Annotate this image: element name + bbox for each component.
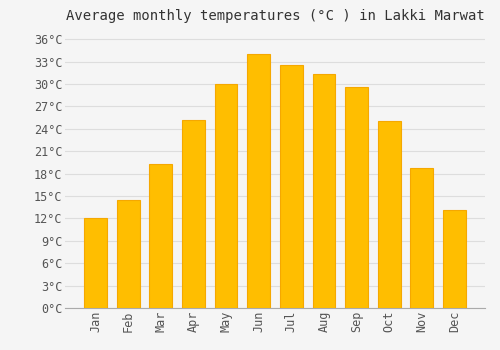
Bar xyxy=(182,120,205,308)
Bar xyxy=(410,168,434,308)
Bar xyxy=(116,200,140,308)
Bar xyxy=(84,218,107,308)
Bar xyxy=(443,210,466,308)
Bar xyxy=(248,54,270,308)
Bar xyxy=(378,121,400,308)
Bar xyxy=(280,65,302,308)
Bar xyxy=(345,87,368,308)
Bar xyxy=(312,74,336,308)
Bar xyxy=(214,84,238,308)
Title: Average monthly temperatures (°C ) in Lakki Marwat: Average monthly temperatures (°C ) in La… xyxy=(66,9,484,23)
Bar xyxy=(150,164,172,308)
